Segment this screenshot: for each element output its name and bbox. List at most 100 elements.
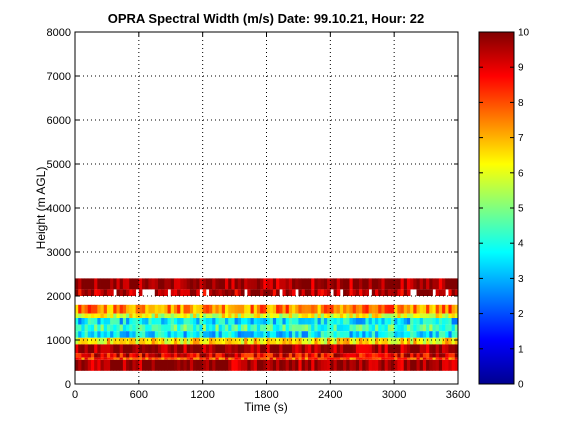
heatmap-cell (416, 359, 421, 371)
y-axis-label: Height (m AGL) (34, 167, 48, 250)
heatmap-cell (247, 289, 251, 296)
heatmap-cell (394, 357, 398, 360)
heatmap-band (75, 353, 458, 358)
heatmap-cell (135, 353, 140, 358)
heatmap-cell (170, 344, 175, 354)
heatmap-cell (94, 331, 98, 338)
heatmap-cell (368, 357, 373, 360)
heatmap-cell (285, 359, 290, 371)
data-layer (75, 278, 458, 371)
heatmap-cell (90, 331, 95, 338)
heatmap-cell (397, 324, 401, 332)
heatmap-cell (177, 353, 181, 358)
heatmap-cell (263, 337, 267, 345)
heatmap-cell (225, 289, 229, 296)
heatmap-cell (231, 359, 235, 371)
heatmap-cell (202, 331, 207, 338)
heatmap-cell (279, 344, 283, 354)
heatmap-cell (215, 324, 220, 332)
heatmap-cell (250, 313, 255, 318)
heatmap-cell (371, 324, 376, 332)
heatmap-cell (349, 313, 354, 318)
heatmap-cell (343, 359, 347, 371)
heatmap-cell (183, 357, 188, 360)
heatmap-cell (164, 353, 168, 358)
heatmap-cell (375, 289, 379, 296)
heatmap-cell (202, 313, 207, 318)
heatmap-cell (320, 353, 325, 358)
heatmap-cell (212, 331, 216, 338)
heatmap-cell (295, 318, 299, 325)
heatmap-cell (193, 304, 197, 314)
heatmap-cell (368, 359, 373, 371)
heatmap-cell (339, 278, 344, 290)
heatmap-cell (333, 331, 338, 338)
heatmap-cell (94, 359, 98, 371)
x-axis-label: Time (s) (244, 400, 288, 414)
heatmap-cell (387, 313, 392, 318)
heatmap-cell (142, 331, 146, 338)
heatmap-cell (154, 359, 159, 371)
heatmap-cell (119, 313, 124, 318)
heatmap-cell (448, 304, 453, 314)
heatmap-cell (359, 278, 363, 290)
heatmap-cell (228, 304, 232, 314)
heatmap-cell (205, 331, 210, 338)
heatmap-cell (142, 357, 146, 360)
heatmap-cell (228, 331, 232, 338)
heatmap-cell (231, 331, 235, 338)
heatmap-cell (301, 344, 306, 354)
heatmap-cell (199, 318, 204, 325)
heatmap-cell (352, 304, 357, 314)
heatmap-cell (170, 318, 175, 325)
heatmap-cell (298, 331, 303, 338)
heatmap-cell (320, 313, 325, 318)
heatmap-cell (189, 304, 194, 314)
heatmap-cell (196, 359, 200, 371)
heatmap-cell (256, 304, 261, 314)
heatmap-cell (132, 331, 137, 338)
heatmap-cell (448, 324, 453, 332)
heatmap-cell (122, 318, 127, 325)
heatmap-cell (221, 278, 226, 290)
heatmap-cell (416, 357, 421, 360)
heatmap-cell (129, 324, 133, 332)
heatmap-cell (148, 278, 152, 290)
heatmap-cell (90, 337, 95, 345)
heatmap-cell (419, 357, 424, 360)
heatmap-cell (180, 318, 184, 325)
heatmap-cell (368, 337, 373, 345)
heatmap-cell (336, 359, 341, 371)
heatmap-cell (87, 357, 92, 360)
heatmap-cell (387, 278, 392, 290)
heatmap-cell (426, 318, 430, 325)
heatmap-cell (413, 278, 417, 290)
heatmap-cell (349, 278, 354, 290)
heatmap-cell (205, 318, 210, 325)
heatmap-cell (429, 318, 433, 325)
heatmap-cell (390, 337, 395, 345)
heatmap-cell (378, 278, 382, 290)
heatmap-cell (196, 278, 200, 290)
heatmap-cell (445, 353, 449, 358)
heatmap-cell (339, 359, 344, 371)
heatmap-cell (343, 353, 347, 358)
heatmap-cell (228, 313, 232, 318)
heatmap-cell (295, 304, 299, 314)
heatmap-cell (448, 337, 453, 345)
heatmap-cell (317, 357, 322, 360)
heatmap-cell (81, 278, 85, 290)
heatmap-cell (177, 289, 181, 296)
heatmap-cell (339, 304, 344, 314)
heatmap-cell (454, 344, 458, 354)
heatmap-cell (410, 304, 414, 314)
heatmap-cell (225, 318, 229, 325)
heatmap-cell (410, 278, 414, 290)
heatmap-cell (339, 313, 344, 318)
heatmap-cell (445, 359, 449, 371)
heatmap-cell (196, 344, 200, 354)
heatmap-cell (269, 304, 274, 314)
heatmap-cell (282, 359, 287, 371)
heatmap-cell (438, 331, 443, 338)
heatmap-cell (333, 324, 338, 332)
